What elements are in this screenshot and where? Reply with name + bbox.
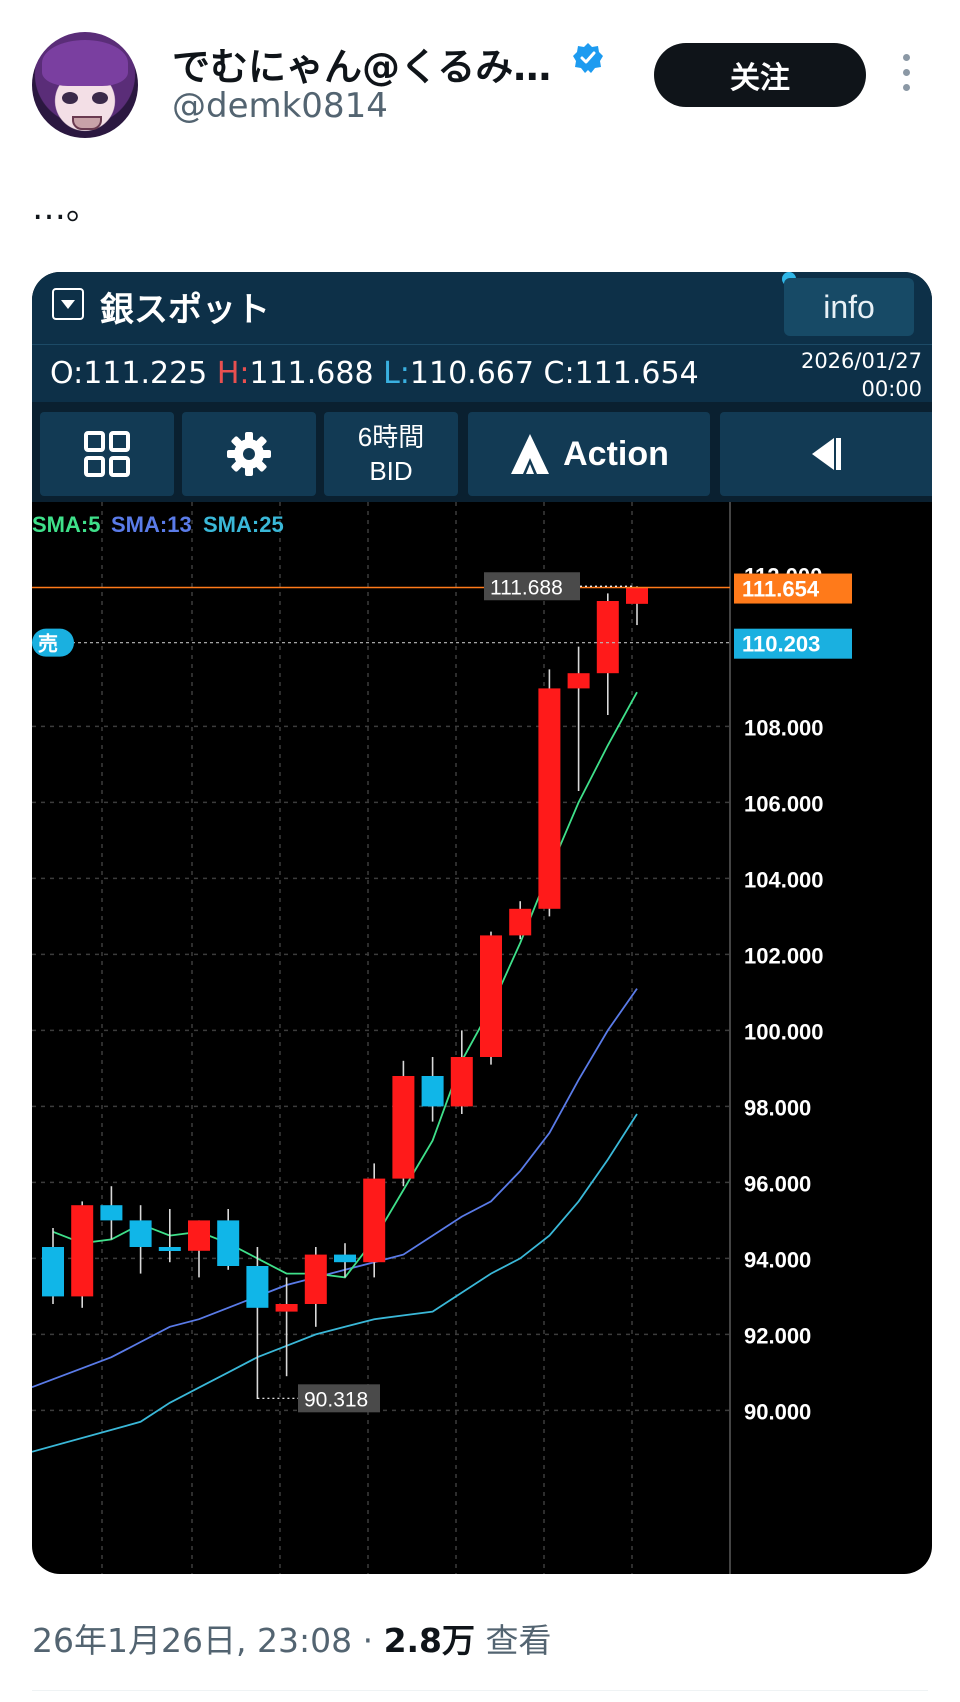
dropdown-icon[interactable] <box>52 288 84 320</box>
verified-icon <box>573 43 603 73</box>
tweet-media-image[interactable]: 銀スポット info O:111.225 H:111.688 L:110.667… <box>32 272 932 1574</box>
price-type-label: BID <box>369 456 413 486</box>
candle-body <box>626 587 648 604</box>
ohlc-bar <box>32 344 932 403</box>
candle-body <box>450 1057 473 1107</box>
open-value: 111.225 <box>83 356 208 391</box>
y-tick-label: 104.000 <box>744 867 824 892</box>
tweet-text: …。 <box>32 188 100 228</box>
low-value: 110.667 <box>409 356 534 391</box>
author-handle[interactable]: @demk0814 <box>172 86 388 126</box>
candle-body <box>217 1220 240 1266</box>
candle-body <box>538 688 561 909</box>
candle-body <box>334 1254 356 1263</box>
high-value: 111.688 <box>249 356 374 391</box>
gear-icon <box>227 432 271 476</box>
grid-icon <box>84 431 130 477</box>
low-label-box <box>298 1384 380 1413</box>
tweet-meta: 26年1月26日, 23:08 · 2.8万 查看 <box>32 1614 552 1662</box>
candle-body <box>596 601 619 674</box>
sell-label: 売 <box>38 632 58 656</box>
open-label: O: <box>50 356 84 391</box>
views-label: 查看 <box>485 1621 552 1660</box>
candle-body <box>100 1205 123 1221</box>
candle-body <box>188 1220 210 1251</box>
sma-legend-label: SMA:13 <box>111 512 192 537</box>
author-name[interactable]: でむにゃん@くるみ… <box>172 45 552 89</box>
bar-time: 00:00 <box>861 377 922 401</box>
candle-body <box>509 908 532 936</box>
action-label: Action <box>563 434 669 473</box>
candle-body <box>480 935 502 1057</box>
follow-button[interactable]: 关注 <box>654 43 866 107</box>
y-tick-label: 92.000 <box>744 1323 811 1348</box>
app-topbar <box>32 272 932 344</box>
low-label: L: <box>383 356 410 391</box>
candle-body <box>42 1247 64 1297</box>
candle-body <box>71 1205 94 1297</box>
ohlc-readout: O:111.225 H:111.688 L:110.667 C:111.654 <box>50 356 699 391</box>
y-tick-label: 100.000 <box>744 1019 824 1044</box>
sma-legend-label: SMA:5 <box>32 512 100 537</box>
close-label: C: <box>543 356 575 391</box>
close-value: 111.654 <box>574 356 699 391</box>
high-label: H: <box>216 356 250 391</box>
bar-datetime: 2026/01/27 00:00 <box>792 347 922 403</box>
avatar-eye-left <box>62 92 78 104</box>
divider <box>32 1690 928 1691</box>
y-tick-label: 98.000 <box>744 1095 811 1120</box>
candle-body <box>421 1076 444 1107</box>
y-tick-label: 102.000 <box>744 943 824 968</box>
candle-body <box>158 1247 181 1251</box>
y-tick-label: 90.000 <box>744 1399 811 1424</box>
avatar[interactable] <box>32 32 138 138</box>
collapse-left-icon <box>812 438 841 470</box>
action-logo-icon <box>511 434 550 474</box>
y-tick-label: 106.000 <box>744 791 824 816</box>
collapse-panel-button[interactable] <box>720 412 932 496</box>
candle-body <box>275 1304 298 1312</box>
timeframe-button[interactable]: 6時間 BID <box>324 412 458 496</box>
y-tick-label: 96.000 <box>744 1171 811 1196</box>
settings-button[interactable] <box>182 412 316 496</box>
action-button[interactable]: Action <box>468 412 710 496</box>
layout-button[interactable] <box>40 412 174 496</box>
meta-separator: · <box>362 1621 374 1660</box>
symbol-title[interactable]: 銀スポット <box>100 290 270 330</box>
candle-body <box>129 1220 152 1247</box>
views-count: 2.8万 <box>383 1621 476 1660</box>
candle-body <box>246 1266 269 1308</box>
candle-body <box>392 1076 415 1179</box>
current-price-label: 111.654 <box>742 577 820 602</box>
tweet-date[interactable]: 26年1月26日, 23:08 <box>32 1621 353 1660</box>
sma-legend-label: SMA:25 <box>203 512 284 537</box>
sma13-line <box>32 988 638 1389</box>
candle-body <box>567 673 590 689</box>
bid-price-badge <box>734 628 852 659</box>
candle-body <box>304 1254 327 1304</box>
y-tick-label: 108.000 <box>744 715 824 740</box>
bar-date: 2026/01/27 <box>800 349 922 373</box>
candlestick-chart[interactable]: 90.000 92.000 94.000 96.000 98.000 100.000 102… <box>32 502 932 1574</box>
bid-price-label: 110.203 <box>742 632 820 657</box>
high-label: 111.688 <box>490 576 563 599</box>
avatar-eye-right <box>92 92 108 104</box>
avatar-hair <box>42 40 128 86</box>
candle-body <box>363 1178 386 1263</box>
low-label: 90.318 <box>304 1388 368 1411</box>
avatar-mouth <box>72 116 102 130</box>
more-icon[interactable] <box>900 54 912 94</box>
sma25-line <box>32 1113 638 1453</box>
current-price-badge <box>734 573 852 604</box>
timeframe-label: 6時間 <box>357 422 425 452</box>
high-label-box <box>484 572 580 601</box>
info-button[interactable]: info <box>784 278 914 336</box>
y-tick-label: 94.000 <box>744 1247 811 1272</box>
sell-badge <box>32 628 74 657</box>
